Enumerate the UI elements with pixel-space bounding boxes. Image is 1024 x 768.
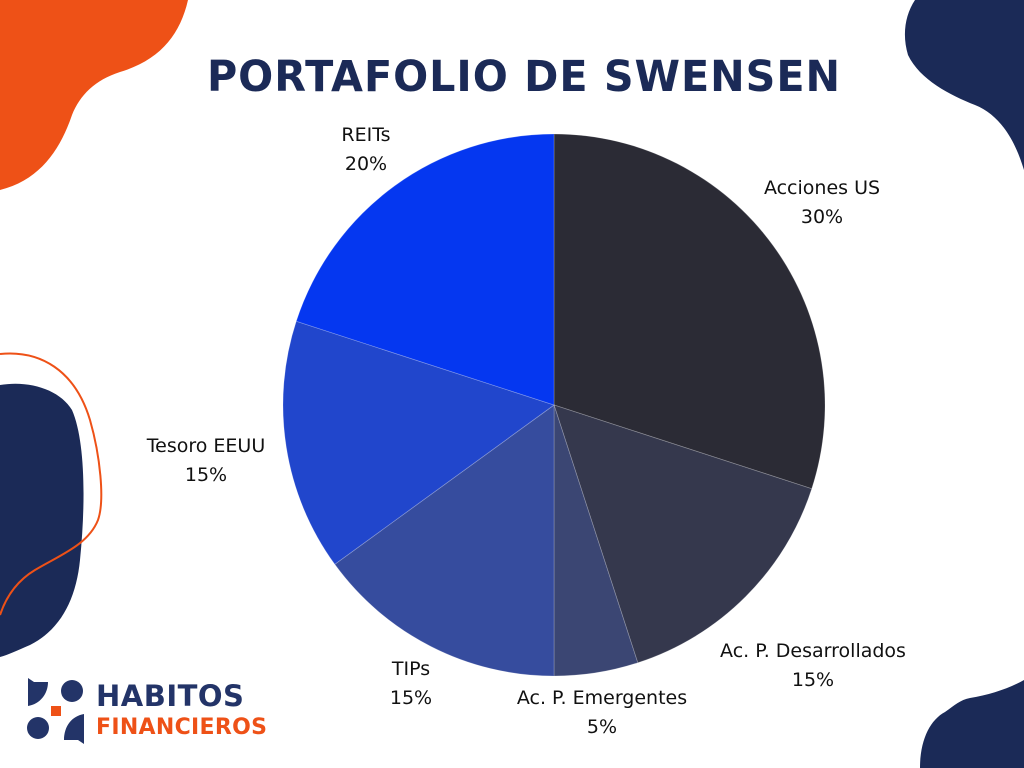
pie-slice-ac-p-desarrollados [553, 404, 813, 664]
label-pct: 20% [344, 153, 388, 175]
label-name: Acciones US [763, 177, 881, 199]
label-tesoro-eeuu: Tesoro EEUU 15% [147, 432, 265, 490]
label-pct: 15% [184, 464, 228, 486]
label-name: TIPs [391, 658, 431, 680]
label-ac-p-emergentes: Ac. P. Emergentes 5% [517, 684, 687, 742]
navy-blob-left [0, 383, 84, 657]
label-acciones-us: Acciones US 30% [764, 174, 880, 232]
chart-title: PORTAFOLIO DE SWENSEN [206, 52, 842, 102]
pie-slice-reits [295, 133, 555, 406]
navy-blob-top-right [904, 0, 1024, 170]
label-pct: 5% [586, 716, 618, 738]
navy-blob-bottom-right [920, 680, 1024, 768]
logo-mark-icon [27, 678, 84, 744]
label-name: REITs [341, 124, 391, 146]
label-pct: 15% [389, 687, 433, 709]
pie-slice-ac-p-emergentes [553, 404, 639, 677]
label-pct: 15% [791, 669, 835, 691]
pie-slice-tesoro-eeuu [282, 320, 555, 565]
label-name: Tesoro EEUU [146, 435, 266, 457]
label-tips: TIPs 15% [390, 655, 432, 713]
label-name: Ac. P. Emergentes [516, 687, 688, 709]
pie-slice-tips [334, 404, 555, 677]
orange-line-left [0, 352, 103, 616]
label-pct: 30% [800, 206, 844, 228]
label-name: Ac. P. Desarrollados [720, 640, 906, 662]
brand-logo: HABITOS FINANCIEROS [26, 676, 268, 746]
pie-slice-acciones-us [553, 133, 826, 490]
label-reits: REITs 20% [341, 121, 390, 179]
label-ac-p-desarrollados: Ac. P. Desarrollados 15% [720, 637, 906, 695]
brand-name-line1: HABITOS [96, 679, 245, 713]
brand-name-line2: FINANCIEROS [96, 715, 268, 740]
orange-blob-top-left [0, 0, 188, 190]
